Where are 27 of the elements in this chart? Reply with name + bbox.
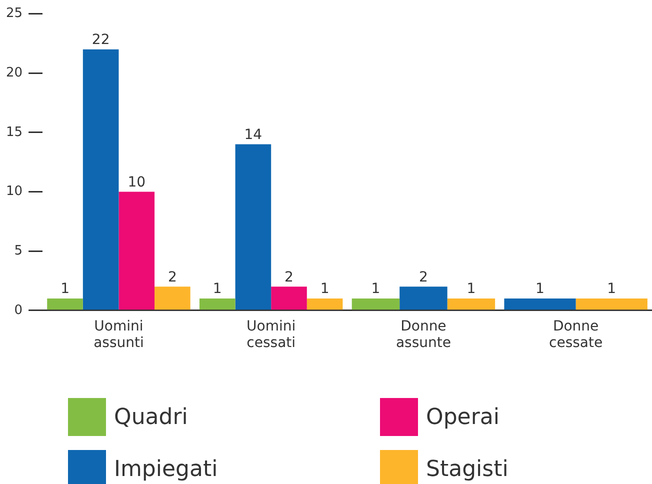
legend-label: Quadri bbox=[114, 404, 188, 430]
data-label: 10 bbox=[128, 174, 146, 190]
y-tick-label: 25 bbox=[6, 6, 23, 22]
legend-label: Stagisti bbox=[426, 456, 508, 482]
x-tick-label: Donne assunte bbox=[396, 318, 451, 352]
y-tick-label: 15 bbox=[6, 124, 23, 140]
data-label: 2 bbox=[418, 269, 428, 286]
data-label: 22 bbox=[92, 32, 110, 48]
data-label: 1 bbox=[371, 281, 380, 298]
x-tick-label: Donne cessate bbox=[549, 318, 603, 352]
data-label: 2 bbox=[284, 269, 294, 286]
data-label: 1 bbox=[466, 281, 476, 298]
data-label: 1 bbox=[607, 281, 616, 298]
x-tick-label: Uomini assunti bbox=[94, 318, 144, 352]
data-label: 1 bbox=[536, 281, 544, 298]
data-label: 2 bbox=[168, 269, 177, 286]
legend-label: Impiegati bbox=[114, 456, 218, 482]
y-tick-label: 20 bbox=[6, 65, 23, 80]
legend-label: Operai bbox=[426, 404, 500, 430]
x-tick-label: Uomini cessati bbox=[246, 318, 296, 352]
data-label: 1 bbox=[212, 281, 222, 298]
data-label: 14 bbox=[244, 126, 262, 143]
y-tick-label: 5 bbox=[14, 243, 23, 258]
data-label: 1 bbox=[320, 281, 330, 298]
y-tick-label: 0 bbox=[14, 302, 23, 318]
data-label: 1 bbox=[60, 281, 70, 298]
y-tick-label: 10 bbox=[6, 184, 23, 200]
